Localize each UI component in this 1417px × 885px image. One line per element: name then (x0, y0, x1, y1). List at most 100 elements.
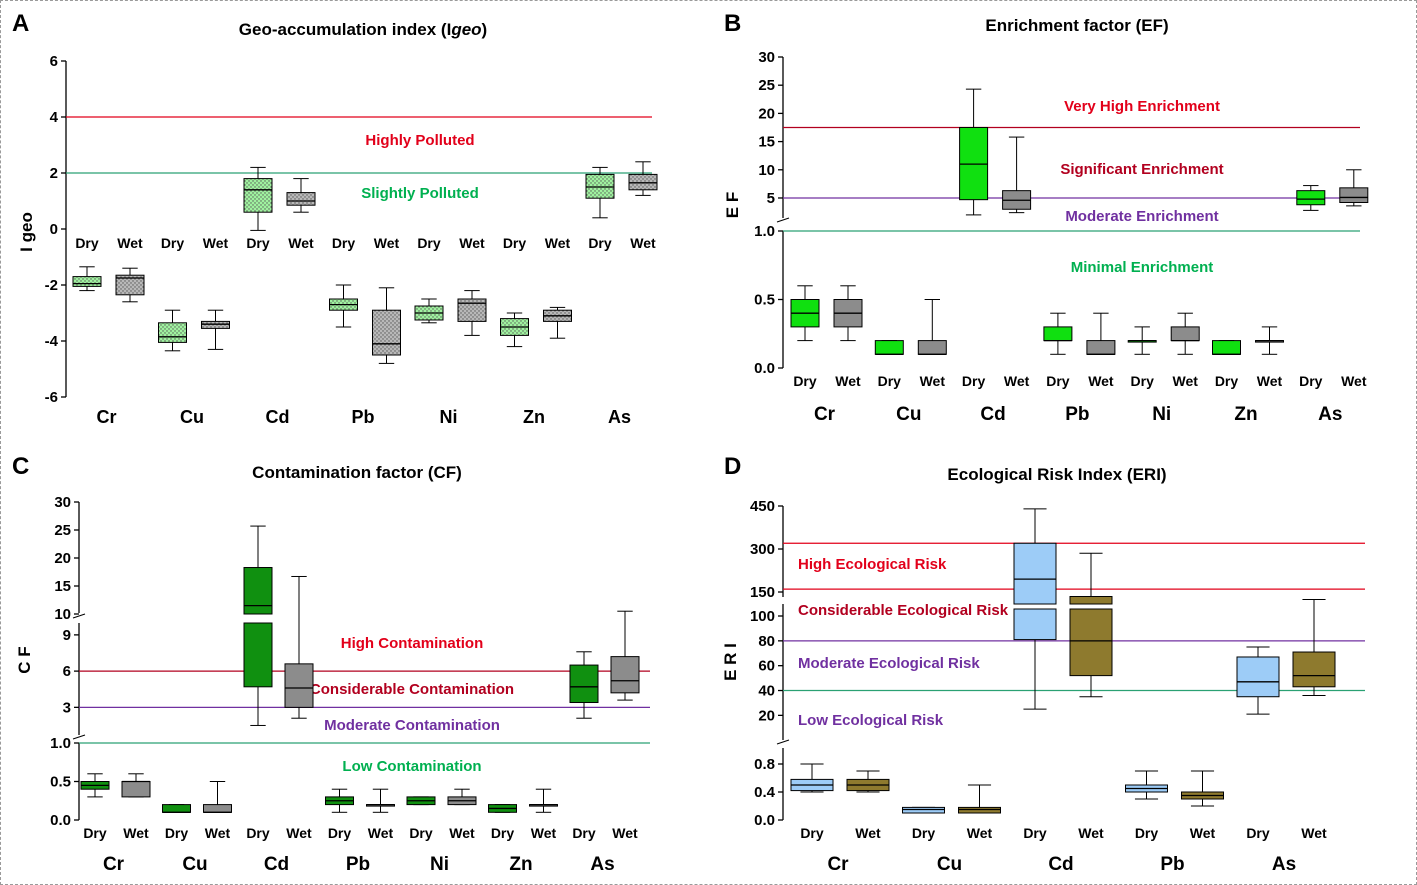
y-tick-label: 0.5 (50, 774, 71, 791)
y-tick-label: 20 (758, 105, 775, 122)
box-ni-dry (1127, 326, 1157, 355)
season-label-dry: Dry (409, 825, 433, 841)
box-body-lower (243, 622, 273, 688)
box-body (158, 322, 187, 343)
season-label-dry: Dry (1299, 373, 1323, 389)
season-label-dry: Dry (800, 825, 824, 841)
y-tick-label: 10 (54, 606, 71, 623)
season-label-dry: Dry (503, 235, 527, 251)
box-cr-wet (115, 267, 145, 303)
y-axis-label: I geo (17, 212, 36, 252)
zone-label: High Ecological Risk (798, 556, 947, 573)
season-label-wet: Wet (1257, 373, 1283, 389)
y-tick-label: 5 (767, 190, 775, 207)
box-body (203, 804, 232, 813)
season-label-dry: Dry (1046, 373, 1070, 389)
category-label: Pb (1065, 404, 1089, 425)
y-tick-label: -4 (45, 333, 59, 350)
box-body (1292, 651, 1336, 688)
category-label: Ni (440, 407, 458, 427)
box-pb-dry (329, 284, 358, 328)
box-zn-dry (500, 312, 529, 348)
y-axis-label: E F (723, 192, 742, 218)
y-tick-label: 30 (54, 494, 71, 511)
category-label: Cr (103, 854, 125, 875)
box-body (201, 320, 230, 329)
box-body-lower (1069, 608, 1113, 677)
box-body (610, 656, 640, 694)
season-label-dry: Dry (588, 235, 612, 251)
y-tick-label: 0.0 (754, 360, 775, 377)
category-label: Cd (266, 407, 290, 427)
box-cr-dry (790, 763, 834, 793)
box-cr-dry (790, 285, 820, 342)
box-cd-dry (243, 166, 273, 231)
box-as-dry (585, 166, 615, 219)
season-label-dry: Dry (328, 825, 352, 841)
season-label-wet: Wet (1078, 825, 1104, 841)
season-label-wet: Wet (835, 373, 861, 389)
y-tick-label: 1.0 (754, 223, 775, 240)
box-pb-wet (372, 287, 401, 364)
box-body (162, 804, 191, 813)
category-label: Pb (1160, 854, 1184, 875)
box-as-dry (1236, 646, 1280, 715)
season-label-wet: Wet (1341, 373, 1367, 389)
zone-label: Considerable Contamination (310, 681, 514, 698)
season-label-wet: Wet (920, 373, 946, 389)
panel-label: D (724, 453, 741, 480)
season-label-dry: Dry (962, 373, 986, 389)
season-label-wet: Wet (459, 235, 485, 251)
box-ni-wet (447, 788, 477, 806)
box-body-upper (1069, 596, 1113, 605)
box-body (1296, 190, 1326, 206)
season-label-dry: Dry (165, 825, 189, 841)
season-label-wet: Wet (1190, 825, 1216, 841)
box-body (121, 781, 151, 798)
y-tick-label: 6 (63, 663, 71, 680)
box-body (243, 178, 273, 213)
box-body (1212, 340, 1241, 355)
box-cu-wet (203, 781, 232, 813)
season-label-wet: Wet (630, 235, 656, 251)
box-cu-wet (958, 784, 1001, 814)
category-label: Cu (182, 854, 207, 875)
y-tick-label: 0.8 (754, 756, 775, 773)
box-cr-dry (72, 266, 102, 292)
y-tick-label: 30 (758, 49, 775, 66)
category-label: As (608, 407, 631, 427)
panel-title: Enrichment factor (EF) (985, 16, 1168, 35)
box-body (1086, 340, 1116, 355)
y-tick-label: 0.4 (754, 784, 776, 801)
zone-label: Low Contamination (342, 758, 481, 775)
box-as-dry (569, 651, 599, 719)
threshold-label: Highly Polluted (365, 132, 474, 149)
y-tick-label: 2 (50, 165, 58, 182)
y-tick-label: 0.5 (754, 292, 775, 309)
box-as-wet (1339, 169, 1369, 207)
box-cr-dry (80, 773, 110, 798)
season-label-dry: Dry (1135, 825, 1159, 841)
box-pb-wet (1181, 770, 1224, 807)
season-label-dry: Dry (1215, 373, 1239, 389)
season-label-dry: Dry (912, 825, 936, 841)
y-tick-label: 15 (54, 578, 71, 595)
box-body (286, 192, 316, 206)
season-label-wet: Wet (374, 235, 400, 251)
box-body-upper (243, 567, 273, 615)
title-part: ) (482, 20, 488, 39)
zone-label: Moderate Contamination (324, 717, 500, 734)
box-as-wet (610, 610, 640, 701)
zone-label: Significant Enrichment (1060, 161, 1223, 178)
threshold-label: Slightly Polluted (361, 185, 479, 202)
box-cd-wet (286, 178, 316, 213)
season-label-dry: Dry (417, 235, 441, 251)
y-tick-label: 6 (50, 53, 58, 70)
season-label-wet: Wet (286, 825, 312, 841)
box-cr-wet (846, 770, 890, 793)
y-tick-label: 4 (50, 109, 59, 126)
season-label-dry: Dry (1023, 825, 1047, 841)
box-body (902, 806, 945, 814)
title-part: Geo-accumulation index ( (239, 20, 447, 39)
box-body (372, 309, 401, 356)
